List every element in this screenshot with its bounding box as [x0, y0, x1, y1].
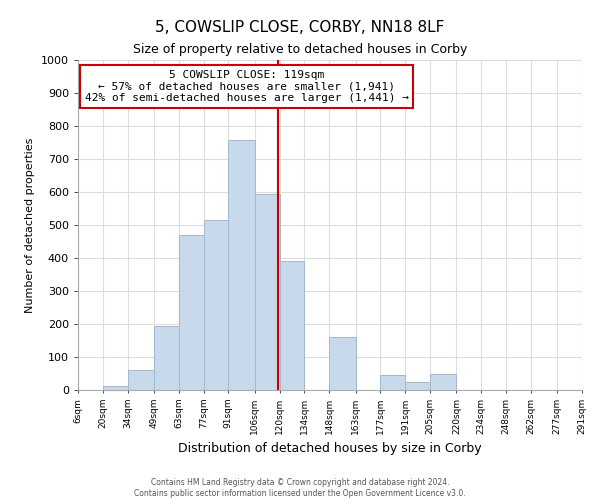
Bar	[255, 194, 280, 390]
Bar	[430, 374, 457, 390]
Bar	[405, 382, 430, 390]
Bar	[128, 370, 154, 390]
Bar	[154, 326, 179, 390]
Bar	[203, 220, 229, 390]
Bar	[280, 262, 304, 390]
Text: Contains HM Land Registry data © Crown copyright and database right 2024.
Contai: Contains HM Land Registry data © Crown c…	[134, 478, 466, 498]
Bar	[329, 337, 356, 390]
Bar	[380, 375, 405, 390]
Bar	[103, 386, 128, 390]
Y-axis label: Number of detached properties: Number of detached properties	[25, 138, 35, 312]
Bar	[229, 140, 255, 390]
Text: Size of property relative to detached houses in Corby: Size of property relative to detached ho…	[133, 42, 467, 56]
X-axis label: Distribution of detached houses by size in Corby: Distribution of detached houses by size …	[178, 442, 482, 456]
Text: 5 COWSLIP CLOSE: 119sqm
← 57% of detached houses are smaller (1,941)
42% of semi: 5 COWSLIP CLOSE: 119sqm ← 57% of detache…	[85, 70, 409, 103]
Bar	[179, 235, 203, 390]
Text: 5, COWSLIP CLOSE, CORBY, NN18 8LF: 5, COWSLIP CLOSE, CORBY, NN18 8LF	[155, 20, 445, 35]
